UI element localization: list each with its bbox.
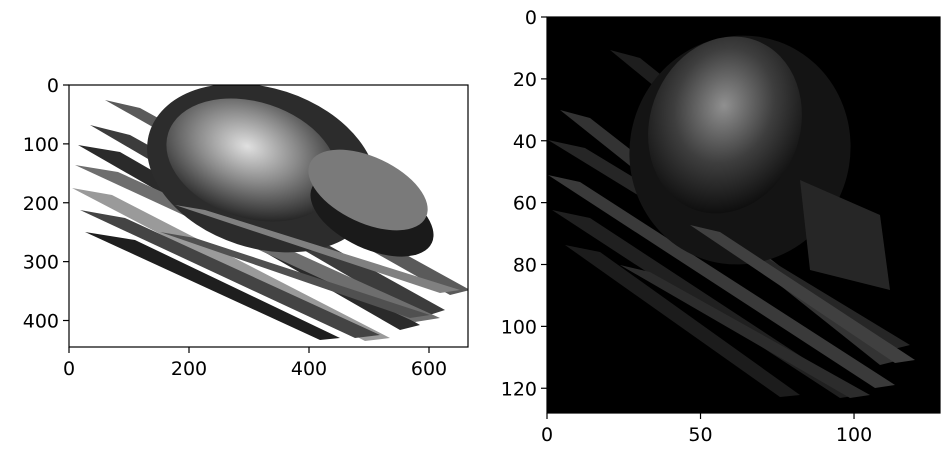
y-tick-label: 0 (47, 75, 59, 97)
shell-inner (648, 36, 802, 214)
y-tick-label: 20 (513, 69, 537, 91)
ribbon-strip-front (160, 232, 430, 318)
left-ticks: 0 200 400 600 0 100 200 300 400 (23, 75, 447, 380)
y-tick-label: 300 (23, 252, 59, 274)
y-tick-label: 100 (501, 316, 537, 338)
right-axes-frame (546, 16, 941, 414)
shell-inner (166, 98, 338, 222)
ribbon-strip (80, 210, 380, 338)
x-tick-label: 0 (63, 358, 75, 380)
y-tick-label: 40 (513, 131, 537, 153)
ribbon-strip-front (175, 205, 460, 293)
y-tick-label: 400 (23, 311, 59, 333)
x-tick-label: 400 (291, 358, 327, 380)
x-tick-label: 0 (541, 424, 553, 446)
x-tick-label: 100 (836, 424, 872, 446)
ribbon-strip (85, 232, 340, 340)
y-tick-label: 120 (501, 378, 537, 400)
y-tick-label: 0 (525, 7, 537, 29)
ribbon-strip (548, 175, 895, 388)
left-render (72, 85, 468, 341)
y-tick-label: 60 (513, 193, 537, 215)
ribbon-strip (565, 245, 800, 397)
right-ticks: 0 50 100 0 20 40 60 80 100 120 (501, 7, 872, 446)
x-tick-label: 200 (171, 358, 207, 380)
ribbon-strip-front (690, 225, 915, 363)
ribbon-strip (72, 188, 390, 341)
left-axes-frame (68, 84, 469, 348)
y-tick-label: 80 (513, 255, 537, 277)
left-image-panel: 0 200 400 600 0 100 200 300 400 (23, 75, 469, 380)
ribbon-strip-front (620, 265, 870, 398)
x-tick-label: 50 (688, 424, 712, 446)
right-image-panel: 0 50 100 0 20 40 60 80 100 120 (501, 7, 941, 446)
x-tick-label: 600 (411, 358, 447, 380)
cylinder-side (800, 180, 890, 290)
right-render (548, 35, 915, 398)
cylinder-cap (308, 149, 428, 231)
y-tick-label: 200 (23, 193, 59, 215)
y-tick-label: 100 (23, 134, 59, 156)
